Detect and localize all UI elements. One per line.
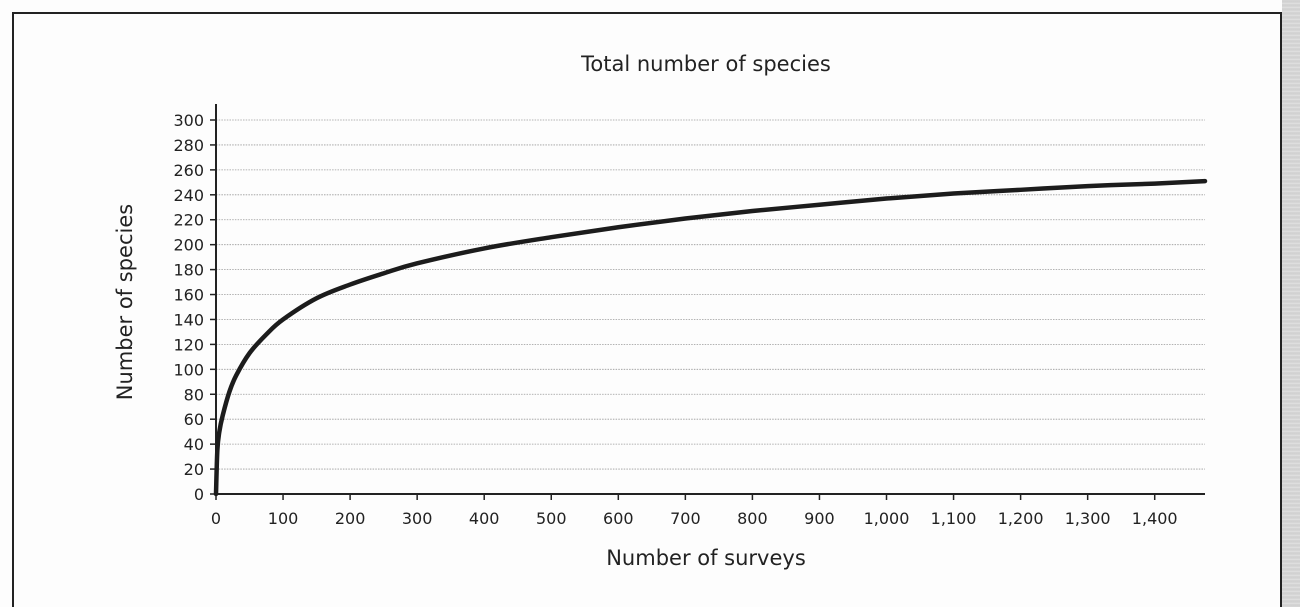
x-tick-label-1000: 1,000 bbox=[864, 509, 910, 528]
y-tick-label-260: 260 bbox=[173, 161, 204, 180]
y-tick-label-160: 160 bbox=[173, 286, 204, 305]
x-axis-ticks: 0 100 200 300 400 500 600 700 800 900 1,000 1,100 1,… bbox=[211, 494, 1178, 528]
x-tick-label-300: 300 bbox=[402, 509, 433, 528]
x-tick-label-500: 500 bbox=[536, 509, 567, 528]
grid-lines bbox=[216, 119, 1205, 470]
y-tick-label-0: 0 bbox=[194, 485, 204, 504]
y-tick-label-120: 120 bbox=[173, 335, 204, 354]
y-tick-label-40: 40 bbox=[184, 435, 204, 454]
scan-edge bbox=[1282, 0, 1300, 607]
y-axis-label: Number of species bbox=[113, 204, 137, 400]
y-tick-label-240: 240 bbox=[173, 186, 204, 205]
x-tick-label-1400: 1,400 bbox=[1132, 509, 1178, 528]
y-tick-label-280: 280 bbox=[173, 136, 204, 155]
x-tick-label-100: 100 bbox=[268, 509, 299, 528]
x-tick-label-200: 200 bbox=[335, 509, 366, 528]
y-tick-label-20: 20 bbox=[184, 460, 204, 479]
y-axis-ticks: 0 20 40 60 80 100 120 140 160 180 200 220 240 260 280 3… bbox=[173, 111, 216, 504]
y-tick-label-220: 220 bbox=[173, 211, 204, 230]
x-tick-label-1100: 1,100 bbox=[931, 509, 977, 528]
x-tick-label-1200: 1,200 bbox=[998, 509, 1044, 528]
axes bbox=[215, 104, 1205, 495]
x-tick-label-800: 800 bbox=[737, 509, 768, 528]
x-tick-label-900: 900 bbox=[804, 509, 835, 528]
y-tick-label-80: 80 bbox=[184, 385, 204, 404]
figure-frame bbox=[12, 12, 1282, 607]
x-tick-label-1300: 1,300 bbox=[1065, 509, 1111, 528]
x-tick-label-400: 400 bbox=[469, 509, 500, 528]
series-line-0 bbox=[213, 178, 1208, 497]
x-tick-label-0: 0 bbox=[211, 509, 221, 528]
x-tick-label-700: 700 bbox=[670, 509, 701, 528]
y-tick-label-180: 180 bbox=[173, 261, 204, 280]
x-axis-label: Number of surveys bbox=[606, 546, 806, 570]
y-tick-label-140: 140 bbox=[173, 310, 204, 329]
chart-title: Total number of species bbox=[580, 52, 831, 76]
y-tick-label-60: 60 bbox=[184, 410, 204, 429]
y-tick-label-100: 100 bbox=[173, 360, 204, 379]
y-tick-label-200: 200 bbox=[173, 236, 204, 255]
series-group bbox=[213, 178, 1208, 497]
y-tick-label-300: 300 bbox=[173, 111, 204, 130]
x-tick-label-600: 600 bbox=[603, 509, 634, 528]
